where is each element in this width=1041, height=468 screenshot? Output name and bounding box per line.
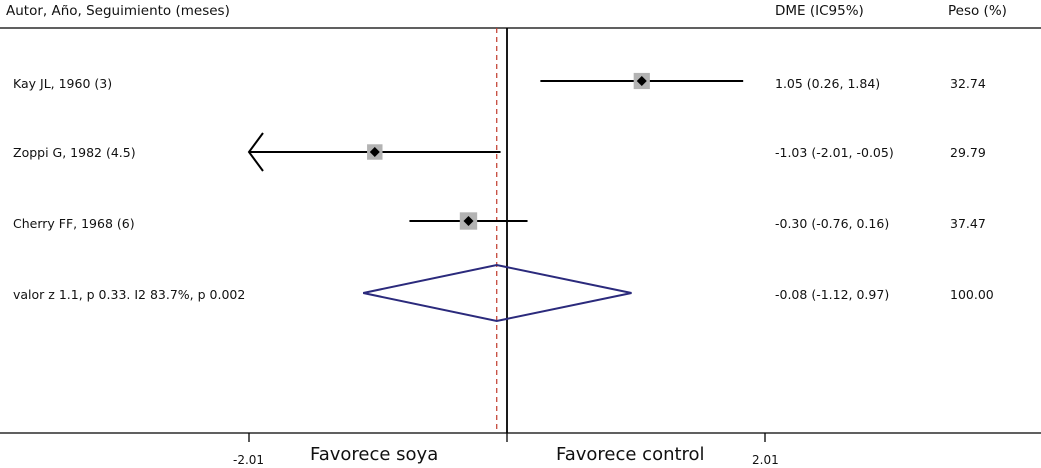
- study-label-kay: Kay JL, 1960 (3): [13, 76, 113, 91]
- effect-value-cherry: -0.30 (-0.76, 0.16): [775, 216, 890, 231]
- favours-right-label: Favorece control: [556, 444, 705, 465]
- point-estimate-1: [369, 147, 380, 157]
- weight-value-cherry: 37.47: [950, 216, 986, 231]
- x-tick-label-min: -2.01: [233, 453, 265, 467]
- effect-column-header: DME (IC95%): [775, 3, 864, 19]
- effect-value-kay: 1.05 (0.26, 1.84): [775, 76, 881, 91]
- weight-column-header: Peso (%): [948, 3, 1007, 19]
- pooled-stats-label: valor z 1.1, p 0.33. I2 83.7%, p 0.002: [13, 287, 246, 302]
- weight-value-pooled: 100.00: [950, 287, 994, 302]
- study-label-zoppi: Zoppi G, 1982 (4.5): [13, 145, 136, 160]
- study-column-header: Autor, Año, Seguimiento (meses): [6, 3, 230, 19]
- point-estimate-2: [463, 216, 474, 226]
- x-tick-label-max: 2.01: [752, 453, 779, 467]
- effect-value-zoppi: -1.03 (-2.01, -0.05): [775, 145, 894, 160]
- effect-value-pooled: -0.08 (-1.12, 0.97): [775, 287, 890, 302]
- favours-left-label: Favorece soya: [310, 444, 439, 465]
- point-estimate-0: [636, 76, 647, 86]
- study-label-cherry: Cherry FF, 1968 (6): [13, 216, 135, 231]
- weight-value-zoppi: 29.79: [950, 145, 986, 160]
- pooled-diamond: [363, 263, 632, 323]
- ci-truncation-arrow-1: [247, 132, 264, 172]
- weight-value-kay: 32.74: [950, 76, 986, 91]
